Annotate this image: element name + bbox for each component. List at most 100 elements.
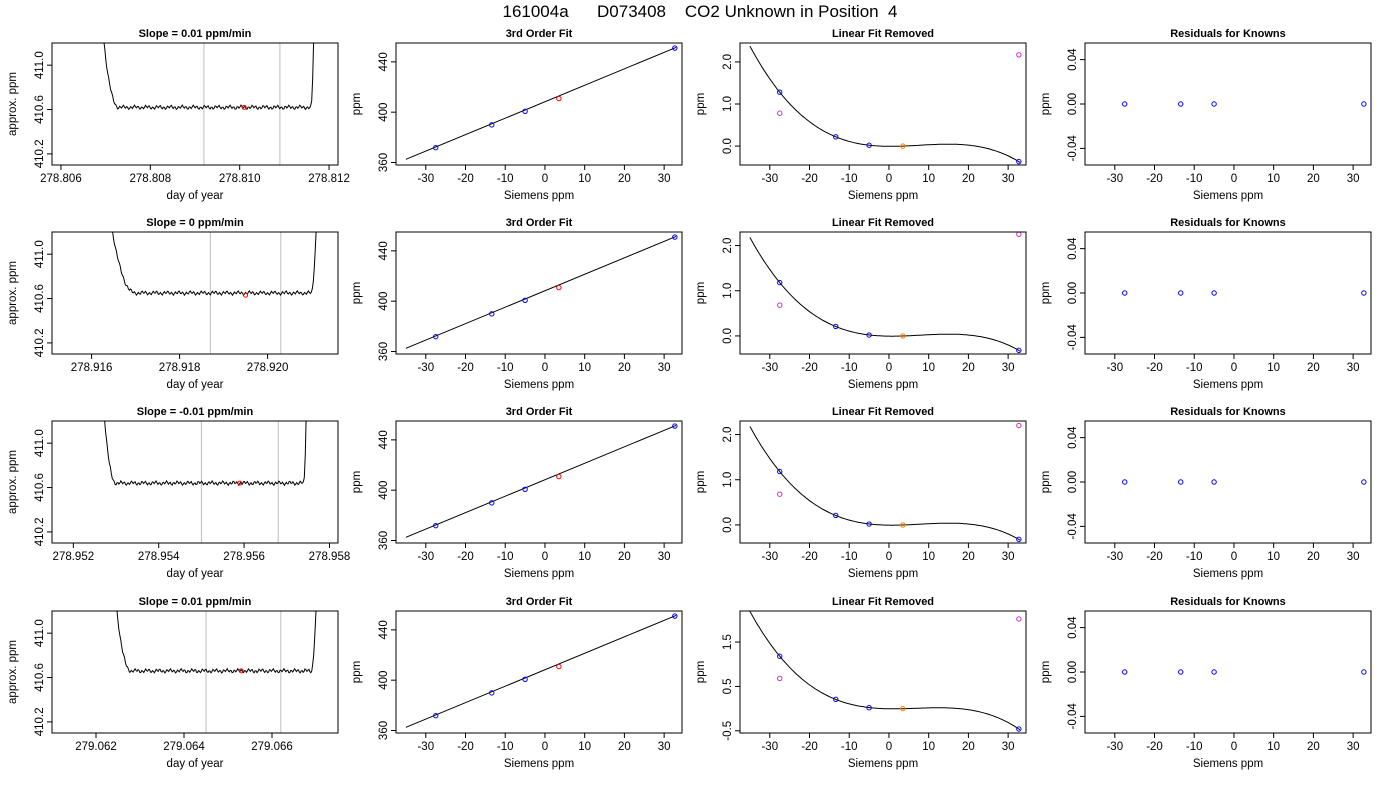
panel-3-1 [391, 610, 683, 738]
y-tick-label: -0.04 [1067, 513, 1079, 540]
panel-0-3 [1080, 42, 1372, 170]
plot-frame [395, 42, 683, 166]
x-tick-label: 20 [962, 551, 975, 563]
fit-line [405, 235, 677, 349]
y-tick-label: 2.0 [722, 238, 734, 254]
x-tick-label: -30 [1106, 551, 1123, 563]
unknown-marker [243, 292, 249, 298]
y-tick-label: 0.0 [722, 138, 734, 154]
x-axis-label: Siemens ppm [848, 758, 918, 770]
concentration-trace [104, 421, 307, 487]
y-tick-label: 410.6 [34, 95, 46, 124]
known-point [1122, 669, 1128, 675]
plot-frame [1084, 42, 1372, 166]
y-tick-label: 0.00 [1067, 93, 1079, 115]
x-axis-label: Siemens ppm [848, 568, 918, 580]
unknown-point [900, 333, 906, 339]
x-tick-label: 10 [578, 741, 591, 753]
known-point [522, 486, 528, 492]
y-tick-label: 2.0 [722, 54, 734, 70]
x-tick-label: 0 [1231, 741, 1237, 753]
y-tick-label: 440 [378, 620, 390, 639]
unknown-point [556, 95, 562, 102]
known-point [833, 323, 839, 330]
x-tick-label: -20 [801, 173, 818, 185]
panel-1-3 [1080, 231, 1372, 359]
known-point [1211, 479, 1217, 485]
concentration-trace [116, 611, 317, 674]
x-tick-label: -30 [1106, 173, 1123, 185]
panel-title: Linear Fit Removed [832, 28, 934, 40]
panel-2-0 [47, 420, 339, 548]
known-point [1016, 536, 1022, 543]
x-axis-label: Siemens ppm [504, 190, 574, 202]
known-point [833, 134, 839, 140]
x-tick-label: 20 [962, 741, 975, 753]
x-tick-label: -20 [801, 741, 818, 753]
x-tick-label: 278.808 [130, 173, 172, 185]
outlier-point [1016, 52, 1022, 58]
x-axis-label: day of year [167, 190, 224, 202]
unknown-point [556, 473, 562, 480]
y-tick-label: 360 [378, 721, 390, 740]
x-tick-label: -30 [1106, 741, 1123, 753]
x-tick-label: -20 [457, 362, 474, 374]
y-axis-label: ppm [695, 282, 707, 304]
x-tick-label: 10 [922, 551, 935, 563]
plot-frame [1084, 420, 1372, 544]
x-tick-label: 20 [618, 741, 631, 753]
known-point [1122, 101, 1128, 107]
known-point [1122, 479, 1128, 485]
known-point [1361, 101, 1367, 107]
y-tick-label: 360 [378, 531, 390, 550]
y-tick-label: 400 [378, 292, 390, 311]
plot-frame [51, 231, 339, 355]
outlier-point [777, 302, 783, 308]
x-tick-label: -30 [761, 551, 778, 563]
fit-line [405, 424, 677, 538]
cubic-curve [749, 45, 1021, 163]
x-tick-label: 30 [1002, 362, 1015, 374]
x-tick-label: 10 [578, 362, 591, 374]
x-axis-label: Siemens ppm [848, 190, 918, 202]
panel-title: Linear Fit Removed [832, 217, 934, 229]
x-tick-label: -20 [457, 741, 474, 753]
y-tick-label: 400 [378, 103, 390, 122]
x-tick-label: 278.810 [219, 173, 261, 185]
x-axis-label: day of year [167, 379, 224, 391]
known-point [1361, 290, 1367, 296]
x-tick-label: 0 [1231, 362, 1237, 374]
y-tick-label: 0.04 [1067, 426, 1079, 449]
x-tick-label: 0 [542, 551, 548, 563]
x-tick-label: 20 [618, 173, 631, 185]
y-tick-label: -0.04 [1067, 703, 1079, 730]
x-axis-label: day of year [167, 568, 224, 580]
y-tick-label: 410.2 [34, 518, 46, 547]
x-tick-label: 30 [658, 551, 671, 563]
known-point [866, 705, 872, 711]
x-tick-label: 278.956 [223, 551, 265, 563]
y-axis-label: ppm [351, 471, 363, 493]
y-tick-label: 440 [378, 430, 390, 449]
y-tick-label: 440 [378, 241, 390, 260]
known-point [489, 690, 495, 696]
x-tick-label: -10 [497, 551, 514, 563]
x-tick-label: 30 [658, 173, 671, 185]
x-tick-label: 20 [1307, 741, 1320, 753]
y-axis-label: ppm [1040, 661, 1052, 683]
known-point [1211, 669, 1217, 675]
x-tick-label: 30 [658, 362, 671, 374]
x-tick-label: 20 [1307, 551, 1320, 563]
x-axis-label: Siemens ppm [1193, 758, 1263, 770]
y-tick-label: 410.6 [34, 473, 46, 502]
known-point [672, 423, 678, 429]
y-tick-label: 1.0 [722, 96, 734, 112]
x-tick-label: -30 [417, 741, 434, 753]
plot-frame [395, 610, 683, 734]
panel-1-1 [391, 231, 683, 359]
x-tick-label: -20 [801, 362, 818, 374]
unknown-marker [238, 668, 244, 674]
known-point [1361, 669, 1367, 675]
known-point [489, 500, 495, 506]
